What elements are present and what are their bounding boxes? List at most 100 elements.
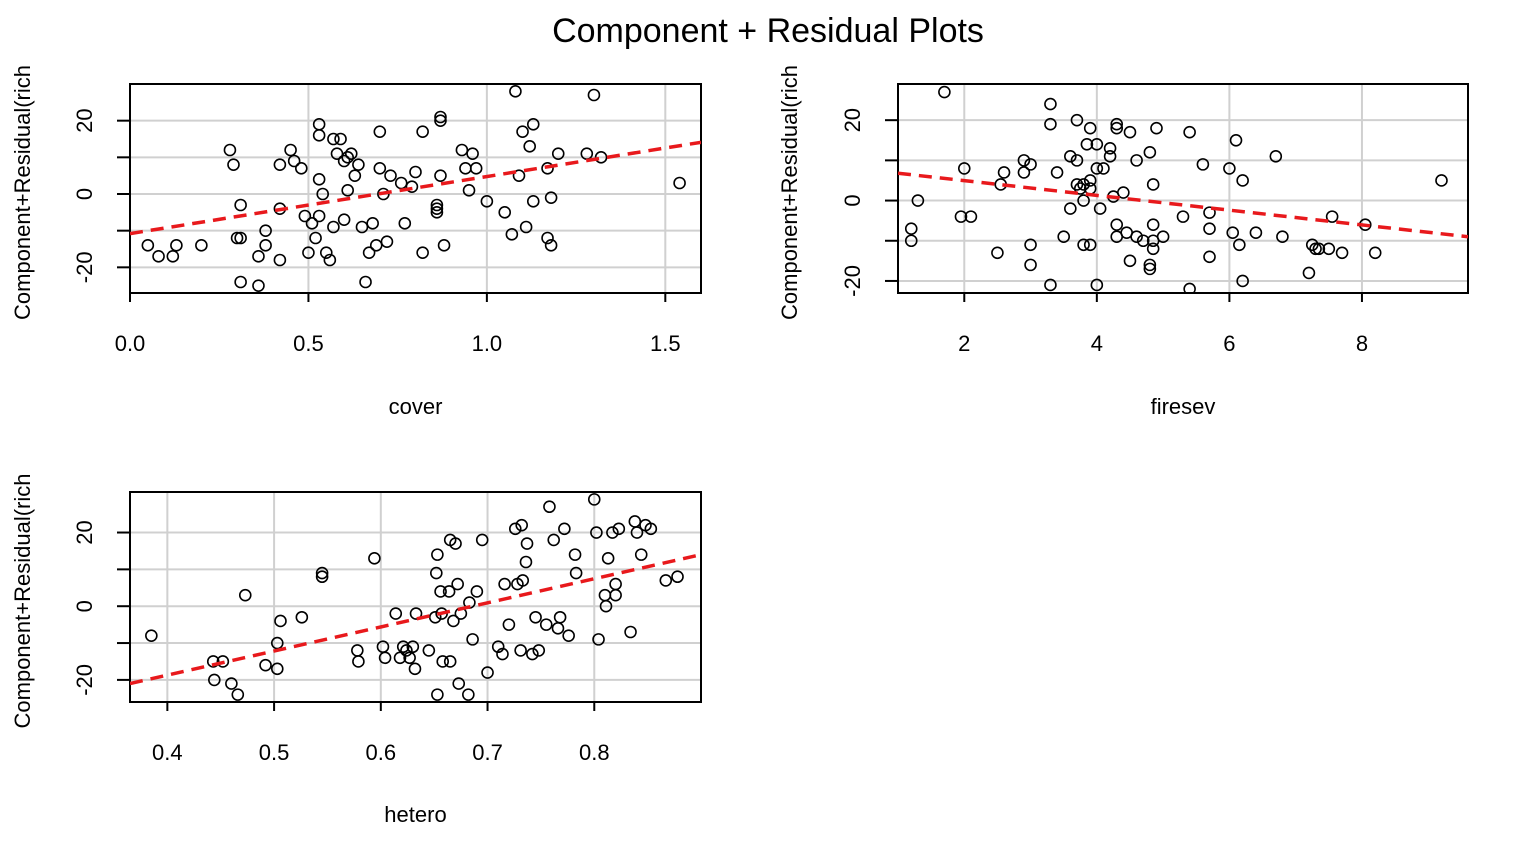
data-point — [1090, 162, 1104, 175]
data-point — [312, 209, 326, 223]
data-point — [274, 614, 287, 628]
data-point — [409, 607, 423, 620]
x-tick-label: 0.5 — [259, 740, 290, 765]
data-point — [206, 655, 220, 668]
data-point — [558, 522, 571, 536]
data-point — [1070, 154, 1084, 167]
data-point — [400, 644, 413, 657]
data-point — [259, 239, 272, 252]
data-point — [1123, 125, 1137, 139]
y-tick-label: 0 — [840, 194, 865, 206]
data-point — [384, 169, 397, 182]
data-point — [520, 537, 534, 550]
data-point — [305, 217, 319, 230]
data-point — [431, 548, 444, 561]
data-point — [216, 655, 230, 668]
data-point — [1110, 121, 1124, 135]
data-point — [526, 118, 540, 131]
data-point — [1183, 125, 1196, 139]
data-point — [369, 239, 383, 252]
data-point — [598, 588, 612, 602]
fit-line — [898, 171, 1468, 239]
data-point — [408, 662, 422, 676]
points — [141, 85, 686, 292]
x-tick-label: 8 — [1356, 331, 1368, 356]
data-point — [1044, 97, 1057, 111]
data-point — [671, 570, 684, 584]
data-point — [587, 88, 601, 102]
data-point — [430, 566, 443, 580]
data-point — [1233, 238, 1246, 252]
data-point — [259, 224, 272, 237]
data-point — [1435, 174, 1448, 187]
data-point — [447, 614, 460, 628]
data-point — [1236, 174, 1249, 187]
data-point — [1196, 158, 1210, 171]
data-point — [1017, 166, 1031, 179]
data-point — [498, 206, 512, 219]
data-point — [515, 518, 528, 532]
data-point — [1229, 133, 1243, 147]
data-point — [1024, 158, 1037, 171]
data-point — [1070, 113, 1084, 127]
data-point — [319, 246, 333, 259]
data-point — [466, 633, 479, 646]
data-point — [359, 275, 372, 289]
data-point — [508, 522, 522, 536]
data-point — [459, 162, 472, 175]
fit-line — [130, 140, 701, 236]
data-point — [141, 239, 155, 252]
data-point — [1143, 262, 1157, 276]
data-point — [529, 610, 542, 624]
y-tick-label: -20 — [840, 265, 865, 297]
data-point — [405, 180, 419, 193]
data-point — [389, 607, 403, 620]
data-point — [1146, 178, 1160, 191]
x-tick-label: 2 — [958, 331, 970, 356]
data-point — [1335, 246, 1349, 260]
data-point — [1093, 202, 1107, 215]
data-point — [541, 231, 554, 245]
data-point — [294, 162, 308, 175]
data-point — [1146, 218, 1160, 231]
data-point — [957, 162, 971, 175]
data-point — [315, 570, 329, 584]
data-point — [315, 566, 329, 580]
data-point — [434, 585, 447, 598]
data-point — [1183, 282, 1196, 293]
y-tick-label: 20 — [72, 108, 97, 132]
data-point — [1073, 182, 1087, 195]
data-point — [452, 677, 466, 690]
data-point — [1143, 258, 1157, 272]
data-point — [362, 246, 376, 259]
data-point — [1044, 117, 1057, 131]
fit-line — [130, 552, 701, 686]
data-point — [462, 688, 475, 701]
x-tick-label: 1.5 — [650, 331, 681, 356]
data-point — [1130, 230, 1143, 244]
data-point — [505, 228, 519, 241]
y-axis-title: Component+Residual(rich — [10, 474, 35, 729]
data-point — [442, 585, 456, 598]
data-point — [544, 191, 558, 204]
data-point — [1083, 238, 1097, 252]
data-point — [430, 202, 444, 215]
data-point — [416, 246, 429, 259]
data-point — [609, 588, 622, 602]
points — [904, 85, 1448, 293]
data-point — [234, 198, 247, 212]
data-point — [1044, 278, 1057, 292]
data-point — [1077, 194, 1090, 207]
data-point — [624, 625, 637, 639]
data-point — [238, 588, 252, 602]
data-point — [606, 526, 619, 539]
data-point — [551, 622, 565, 635]
x-tick-label: 1.0 — [472, 331, 503, 356]
data-point — [1203, 250, 1216, 264]
y-tick-label: -20 — [72, 251, 97, 283]
data-point — [431, 688, 444, 701]
x-tick-label: 4 — [1091, 331, 1103, 356]
data-point — [532, 644, 546, 657]
data-point — [519, 220, 533, 234]
data-point — [373, 162, 387, 175]
